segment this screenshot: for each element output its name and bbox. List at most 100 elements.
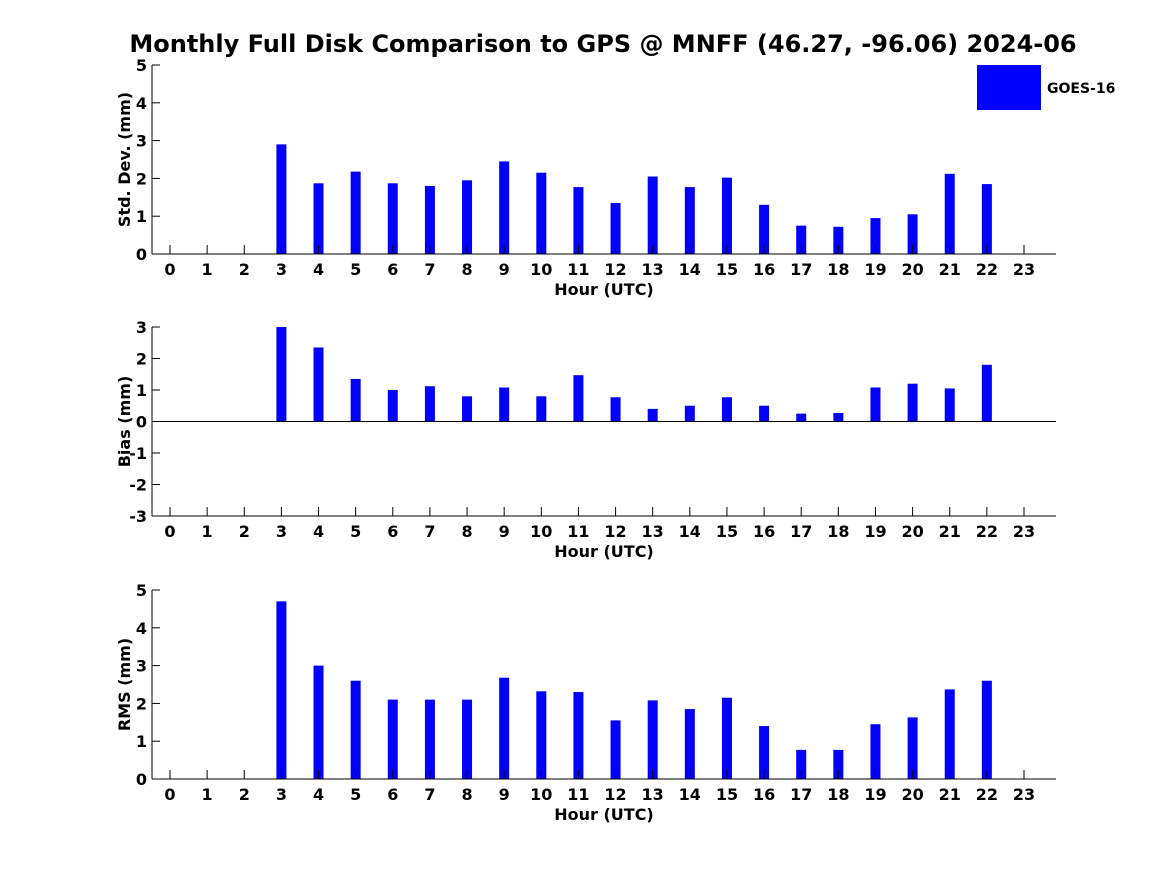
std-dev-bar bbox=[833, 226, 844, 254]
x-tick-label: 21 bbox=[939, 785, 961, 804]
x-tick-label: 20 bbox=[901, 785, 923, 804]
bias-bar bbox=[536, 396, 547, 422]
std-dev-bar bbox=[499, 161, 510, 254]
bias-bar bbox=[944, 388, 955, 422]
x-tick-label: 3 bbox=[276, 522, 287, 541]
y-tick-label: 2 bbox=[136, 694, 147, 713]
y-tick-label: 4 bbox=[136, 619, 147, 638]
x-tick-label: 2 bbox=[239, 785, 250, 804]
std-dev-bar bbox=[276, 144, 287, 254]
y-tick-label: 1 bbox=[136, 732, 147, 751]
rms-bar bbox=[944, 689, 955, 779]
x-tick-label: 20 bbox=[901, 522, 923, 541]
bias-bar bbox=[462, 396, 473, 422]
bias-bar bbox=[610, 397, 621, 422]
x-tick-label: 13 bbox=[642, 522, 664, 541]
x-tick-label: 10 bbox=[530, 522, 552, 541]
y-tick-label: 0 bbox=[136, 245, 147, 264]
y-tick-label: -1 bbox=[129, 444, 147, 463]
x-tick-label: 7 bbox=[424, 785, 435, 804]
x-tick-label: 8 bbox=[461, 260, 472, 279]
y-tick-label: 1 bbox=[136, 207, 147, 226]
x-tick-label: 17 bbox=[790, 522, 812, 541]
x-tick-label: 2 bbox=[239, 260, 250, 279]
bias-bar bbox=[387, 390, 398, 422]
x-tick-label: 1 bbox=[202, 522, 213, 541]
x-tick-label: 18 bbox=[827, 785, 849, 804]
x-tick-label: 13 bbox=[642, 785, 664, 804]
legend: GOES-16 bbox=[977, 65, 1115, 110]
x-tick-label: 12 bbox=[604, 522, 626, 541]
rms-bar bbox=[536, 691, 547, 779]
x-tick-label: 7 bbox=[424, 522, 435, 541]
x-tick-label: 4 bbox=[313, 785, 324, 804]
x-tick-label: 15 bbox=[716, 785, 738, 804]
legend-swatch bbox=[977, 65, 1041, 110]
x-tick-label: 11 bbox=[567, 260, 589, 279]
x-tick-label: 1 bbox=[202, 785, 213, 804]
x-tick-label: 12 bbox=[604, 785, 626, 804]
x-axis-label: Hour (UTC) bbox=[554, 805, 654, 824]
x-tick-label: 12 bbox=[604, 260, 626, 279]
rms-bar bbox=[424, 699, 435, 779]
y-tick-label: 3 bbox=[136, 318, 147, 337]
rms-bar bbox=[907, 717, 918, 779]
y-tick-label: 2 bbox=[136, 169, 147, 188]
rms-bar bbox=[276, 601, 287, 779]
rms-bar bbox=[313, 665, 324, 779]
std-dev-bar bbox=[462, 180, 473, 254]
rms-bar bbox=[833, 749, 844, 779]
bias-bar bbox=[759, 405, 770, 422]
bias-bar bbox=[499, 387, 510, 422]
bias-bar bbox=[981, 364, 992, 422]
rms-bar bbox=[387, 699, 398, 779]
x-tick-label: 14 bbox=[679, 260, 701, 279]
bias-bar bbox=[907, 383, 918, 422]
x-tick-label: 9 bbox=[499, 785, 510, 804]
x-tick-label: 9 bbox=[499, 522, 510, 541]
x-tick-label: 19 bbox=[864, 785, 886, 804]
rms-bar bbox=[721, 697, 732, 779]
x-tick-label: 0 bbox=[164, 522, 175, 541]
rms-bar bbox=[462, 699, 473, 779]
chart-title: Monthly Full Disk Comparison to GPS @ MN… bbox=[129, 30, 1076, 58]
x-tick-label: 5 bbox=[350, 522, 361, 541]
bias-bar bbox=[721, 397, 732, 422]
y-tick-label: 3 bbox=[136, 132, 147, 151]
bias-bar bbox=[870, 387, 881, 422]
x-tick-label: 23 bbox=[1013, 522, 1035, 541]
x-tick-label: 16 bbox=[753, 260, 775, 279]
bias-bar bbox=[424, 386, 435, 422]
std-dev-bar bbox=[387, 183, 398, 254]
y-tick-label: 5 bbox=[136, 581, 147, 600]
x-tick-label: 6 bbox=[387, 522, 398, 541]
x-tick-label: 19 bbox=[864, 260, 886, 279]
std-dev-bar bbox=[981, 184, 992, 254]
y-tick-label: 2 bbox=[136, 350, 147, 369]
bias-bar bbox=[313, 347, 324, 422]
x-tick-label: 2 bbox=[239, 522, 250, 541]
std-dev-bar bbox=[721, 177, 732, 254]
x-tick-label: 10 bbox=[530, 260, 552, 279]
bias-bar bbox=[684, 405, 695, 422]
y-tick-label: 3 bbox=[136, 657, 147, 676]
std-dev-bar bbox=[944, 173, 955, 254]
x-tick-label: 15 bbox=[716, 522, 738, 541]
x-tick-label: 14 bbox=[679, 785, 701, 804]
x-tick-label: 3 bbox=[276, 260, 287, 279]
rms-bar bbox=[981, 680, 992, 779]
rms-bar bbox=[870, 724, 881, 779]
x-tick-label: 13 bbox=[642, 260, 664, 279]
x-tick-label: 15 bbox=[716, 260, 738, 279]
x-tick-label: 5 bbox=[350, 785, 361, 804]
std-dev-bar bbox=[684, 187, 695, 254]
x-tick-label: 9 bbox=[499, 260, 510, 279]
rms-bar bbox=[610, 720, 621, 779]
x-tick-label: 0 bbox=[164, 785, 175, 804]
y-axis-label: Std. Dev. (mm) bbox=[115, 92, 134, 227]
legend-label: GOES-16 bbox=[1047, 81, 1115, 97]
std-dev-bar bbox=[424, 185, 435, 254]
